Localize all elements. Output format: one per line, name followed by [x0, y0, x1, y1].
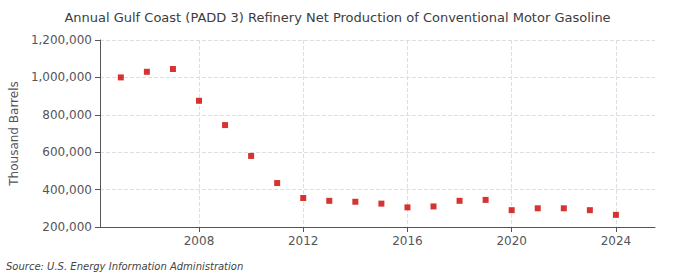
- svg-text:Thousand Barrels: Thousand Barrels: [7, 81, 21, 186]
- svg-text:Source: U.S. Energy Informatio: Source: U.S. Energy Information Administ…: [6, 261, 243, 272]
- svg-text:Annual Gulf Coast (PADD 3) Ref: Annual Gulf Coast (PADD 3) Refinery Net …: [64, 10, 610, 25]
- svg-text:800,000: 800,000: [42, 108, 92, 122]
- svg-text:400,000: 400,000: [42, 183, 92, 197]
- svg-text:2008: 2008: [184, 234, 215, 248]
- svg-text:1,200,000: 1,200,000: [31, 33, 92, 47]
- svg-text:2024: 2024: [601, 234, 632, 248]
- svg-text:2016: 2016: [392, 234, 423, 248]
- svg-text:2012: 2012: [288, 234, 319, 248]
- svg-text:200,000: 200,000: [42, 220, 92, 234]
- svg-text:2020: 2020: [496, 234, 527, 248]
- svg-text:1,000,000: 1,000,000: [31, 70, 92, 84]
- svg-text:600,000: 600,000: [42, 145, 92, 159]
